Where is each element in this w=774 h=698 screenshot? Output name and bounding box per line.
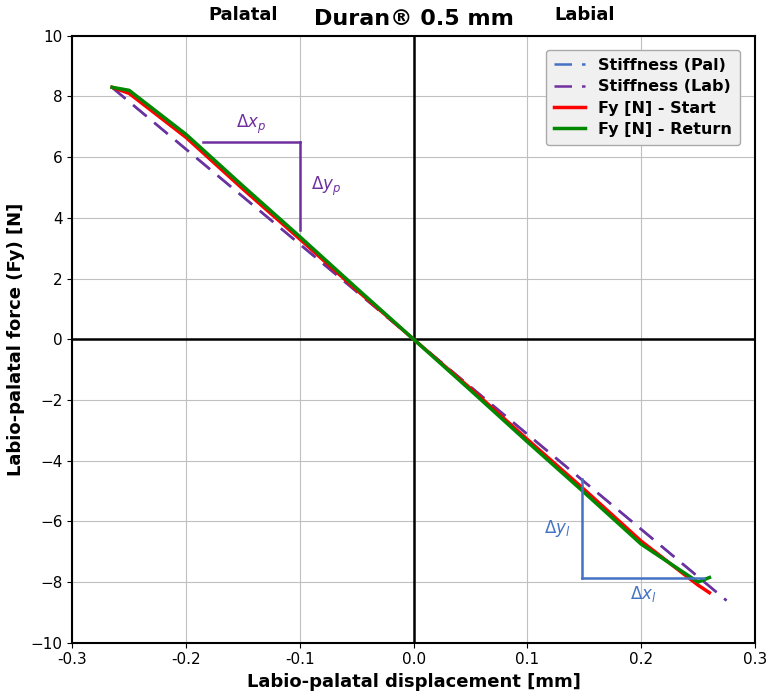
Fy [N] - Return (522, 438, 532, 446)
Fy [N] - Start (705, 588, 714, 597)
Text: Labial: Labial (554, 6, 615, 24)
Fy [N] - Return (108, 83, 117, 91)
X-axis label: Labio-palatal displacement [mm]: Labio-palatal displacement [mm] (247, 673, 580, 691)
Fy [N] - Start (466, 384, 475, 392)
Fy [N] - Start (181, 133, 190, 142)
Fy [N] - Return (466, 386, 475, 394)
Fy [N] - Start (694, 581, 703, 589)
Title: Duran® 0.5 mm: Duran® 0.5 mm (313, 8, 513, 29)
Fy [N] - Return (636, 540, 646, 549)
Legend: Stiffness (Pal), Stiffness (Lab), Fy [N] - Start, Fy [N] - Return: Stiffness (Pal), Stiffness (Lab), Fy [N]… (546, 50, 740, 145)
Fy [N] - Start (108, 83, 117, 91)
Fy [N] - Return (125, 86, 134, 94)
Text: $\Delta x_p$: $\Delta x_p$ (236, 112, 266, 136)
Fy [N] - Start (580, 485, 589, 493)
Fy [N] - Start (522, 436, 532, 444)
Fy [N] - Return (694, 578, 703, 586)
Line: Fy [N] - Start: Fy [N] - Start (112, 87, 710, 593)
Fy [N] - Return (295, 232, 304, 241)
Fy [N] - Return (352, 284, 361, 292)
Line: Fy [N] - Return: Fy [N] - Return (112, 87, 710, 582)
Fy [N] - Start (238, 185, 248, 193)
Fy [N] - Return (580, 489, 589, 497)
Fy [N] - Return (238, 181, 248, 190)
Text: $\Delta y_p$: $\Delta y_p$ (311, 174, 341, 198)
Fy [N] - Start (636, 537, 646, 545)
Fy [N] - Return (409, 335, 418, 343)
Text: $\Delta y_l$: $\Delta y_l$ (544, 518, 570, 539)
Fy [N] - Return (181, 130, 190, 138)
Text: $\Delta x_l$: $\Delta x_l$ (630, 584, 656, 604)
Y-axis label: Labio-palatal force (Fy) [N]: Labio-palatal force (Fy) [N] (7, 202, 25, 476)
Fy [N] - Start (295, 235, 304, 244)
Fy [N] - Start (125, 89, 134, 98)
Fy [N] - Start (352, 286, 361, 295)
Fy [N] - Return (705, 573, 714, 581)
Text: Palatal: Palatal (208, 6, 278, 24)
Fy [N] - Start (409, 335, 418, 343)
